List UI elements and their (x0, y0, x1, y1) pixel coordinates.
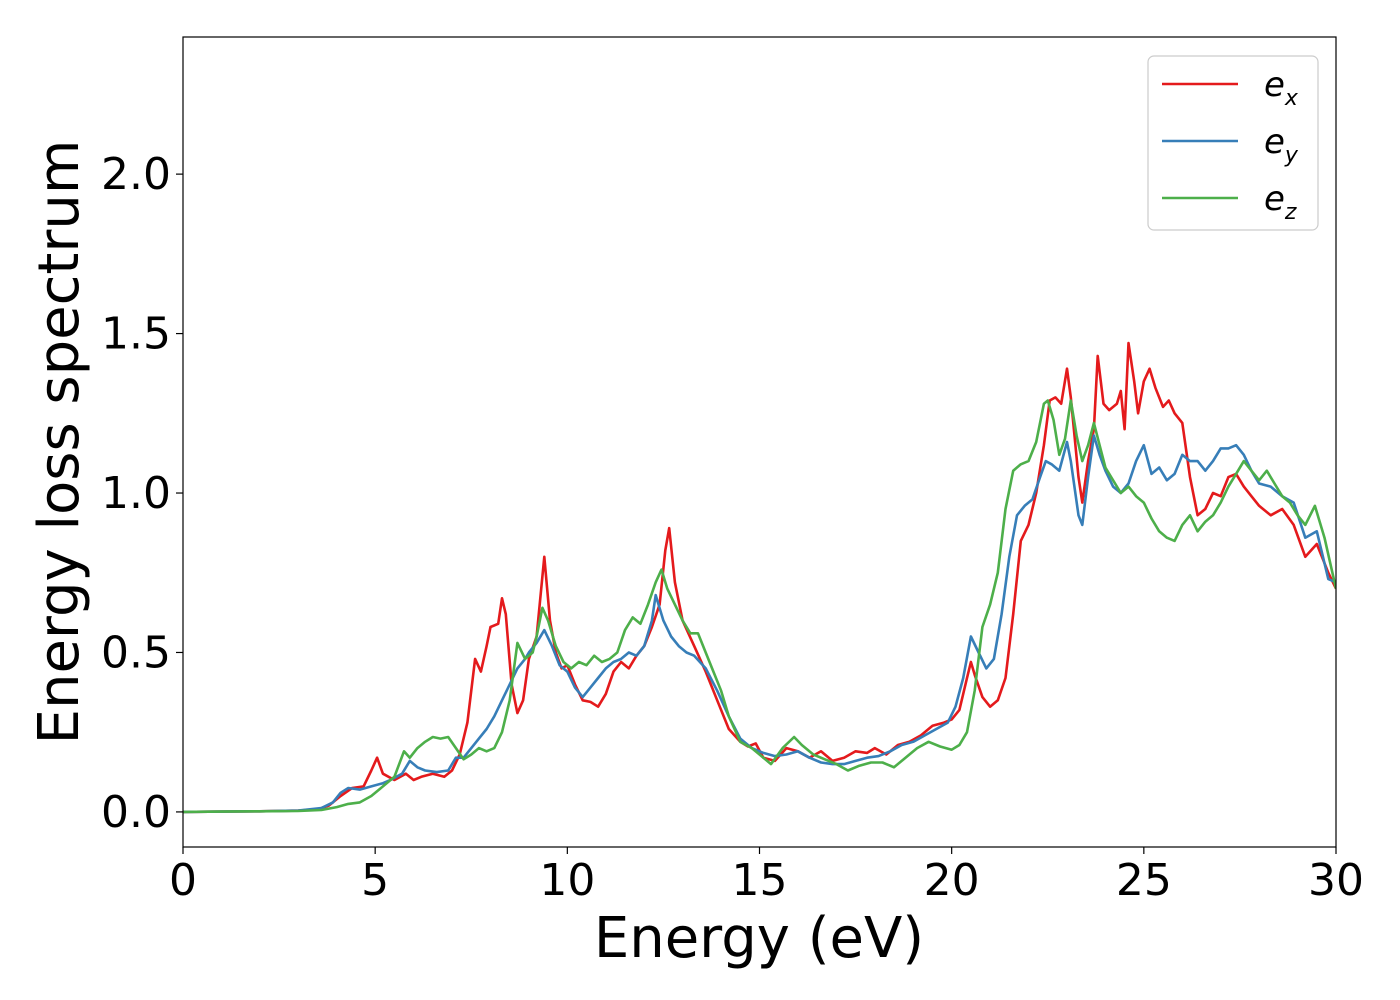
y-tick-label: 2.0 (101, 149, 171, 200)
x-tick-label: 10 (539, 855, 595, 906)
x-axis-title: Energy (eV) (594, 906, 924, 971)
y-axis-title: Energy loss spectrum (27, 140, 92, 745)
series-layer (183, 341, 1336, 814)
x-tick-label: 20 (924, 855, 980, 906)
y-tick-label: 0.5 (101, 627, 171, 678)
y-axis: 0.0 0.5 1.0 1.5 2.0 (101, 149, 183, 838)
x-tick-label: 15 (732, 855, 788, 906)
series-line-ez (183, 399, 1336, 814)
x-tick-label: 0 (169, 855, 197, 906)
x-axis: 0 5 10 15 20 25 30 (169, 847, 1364, 906)
y-tick-label: 0.0 (101, 787, 171, 838)
x-tick-label: 5 (361, 855, 389, 906)
legend-frame (1147, 55, 1319, 231)
legend-label-ex: ex (1264, 65, 1299, 111)
y-tick-label: 1.5 (101, 309, 171, 360)
x-tick-label: 25 (1116, 855, 1172, 906)
x-tick-label: 30 (1308, 855, 1364, 906)
series-line-ex (183, 341, 1336, 814)
series-line-ey (183, 434, 1336, 814)
y-tick-label: 1.0 (101, 468, 171, 519)
